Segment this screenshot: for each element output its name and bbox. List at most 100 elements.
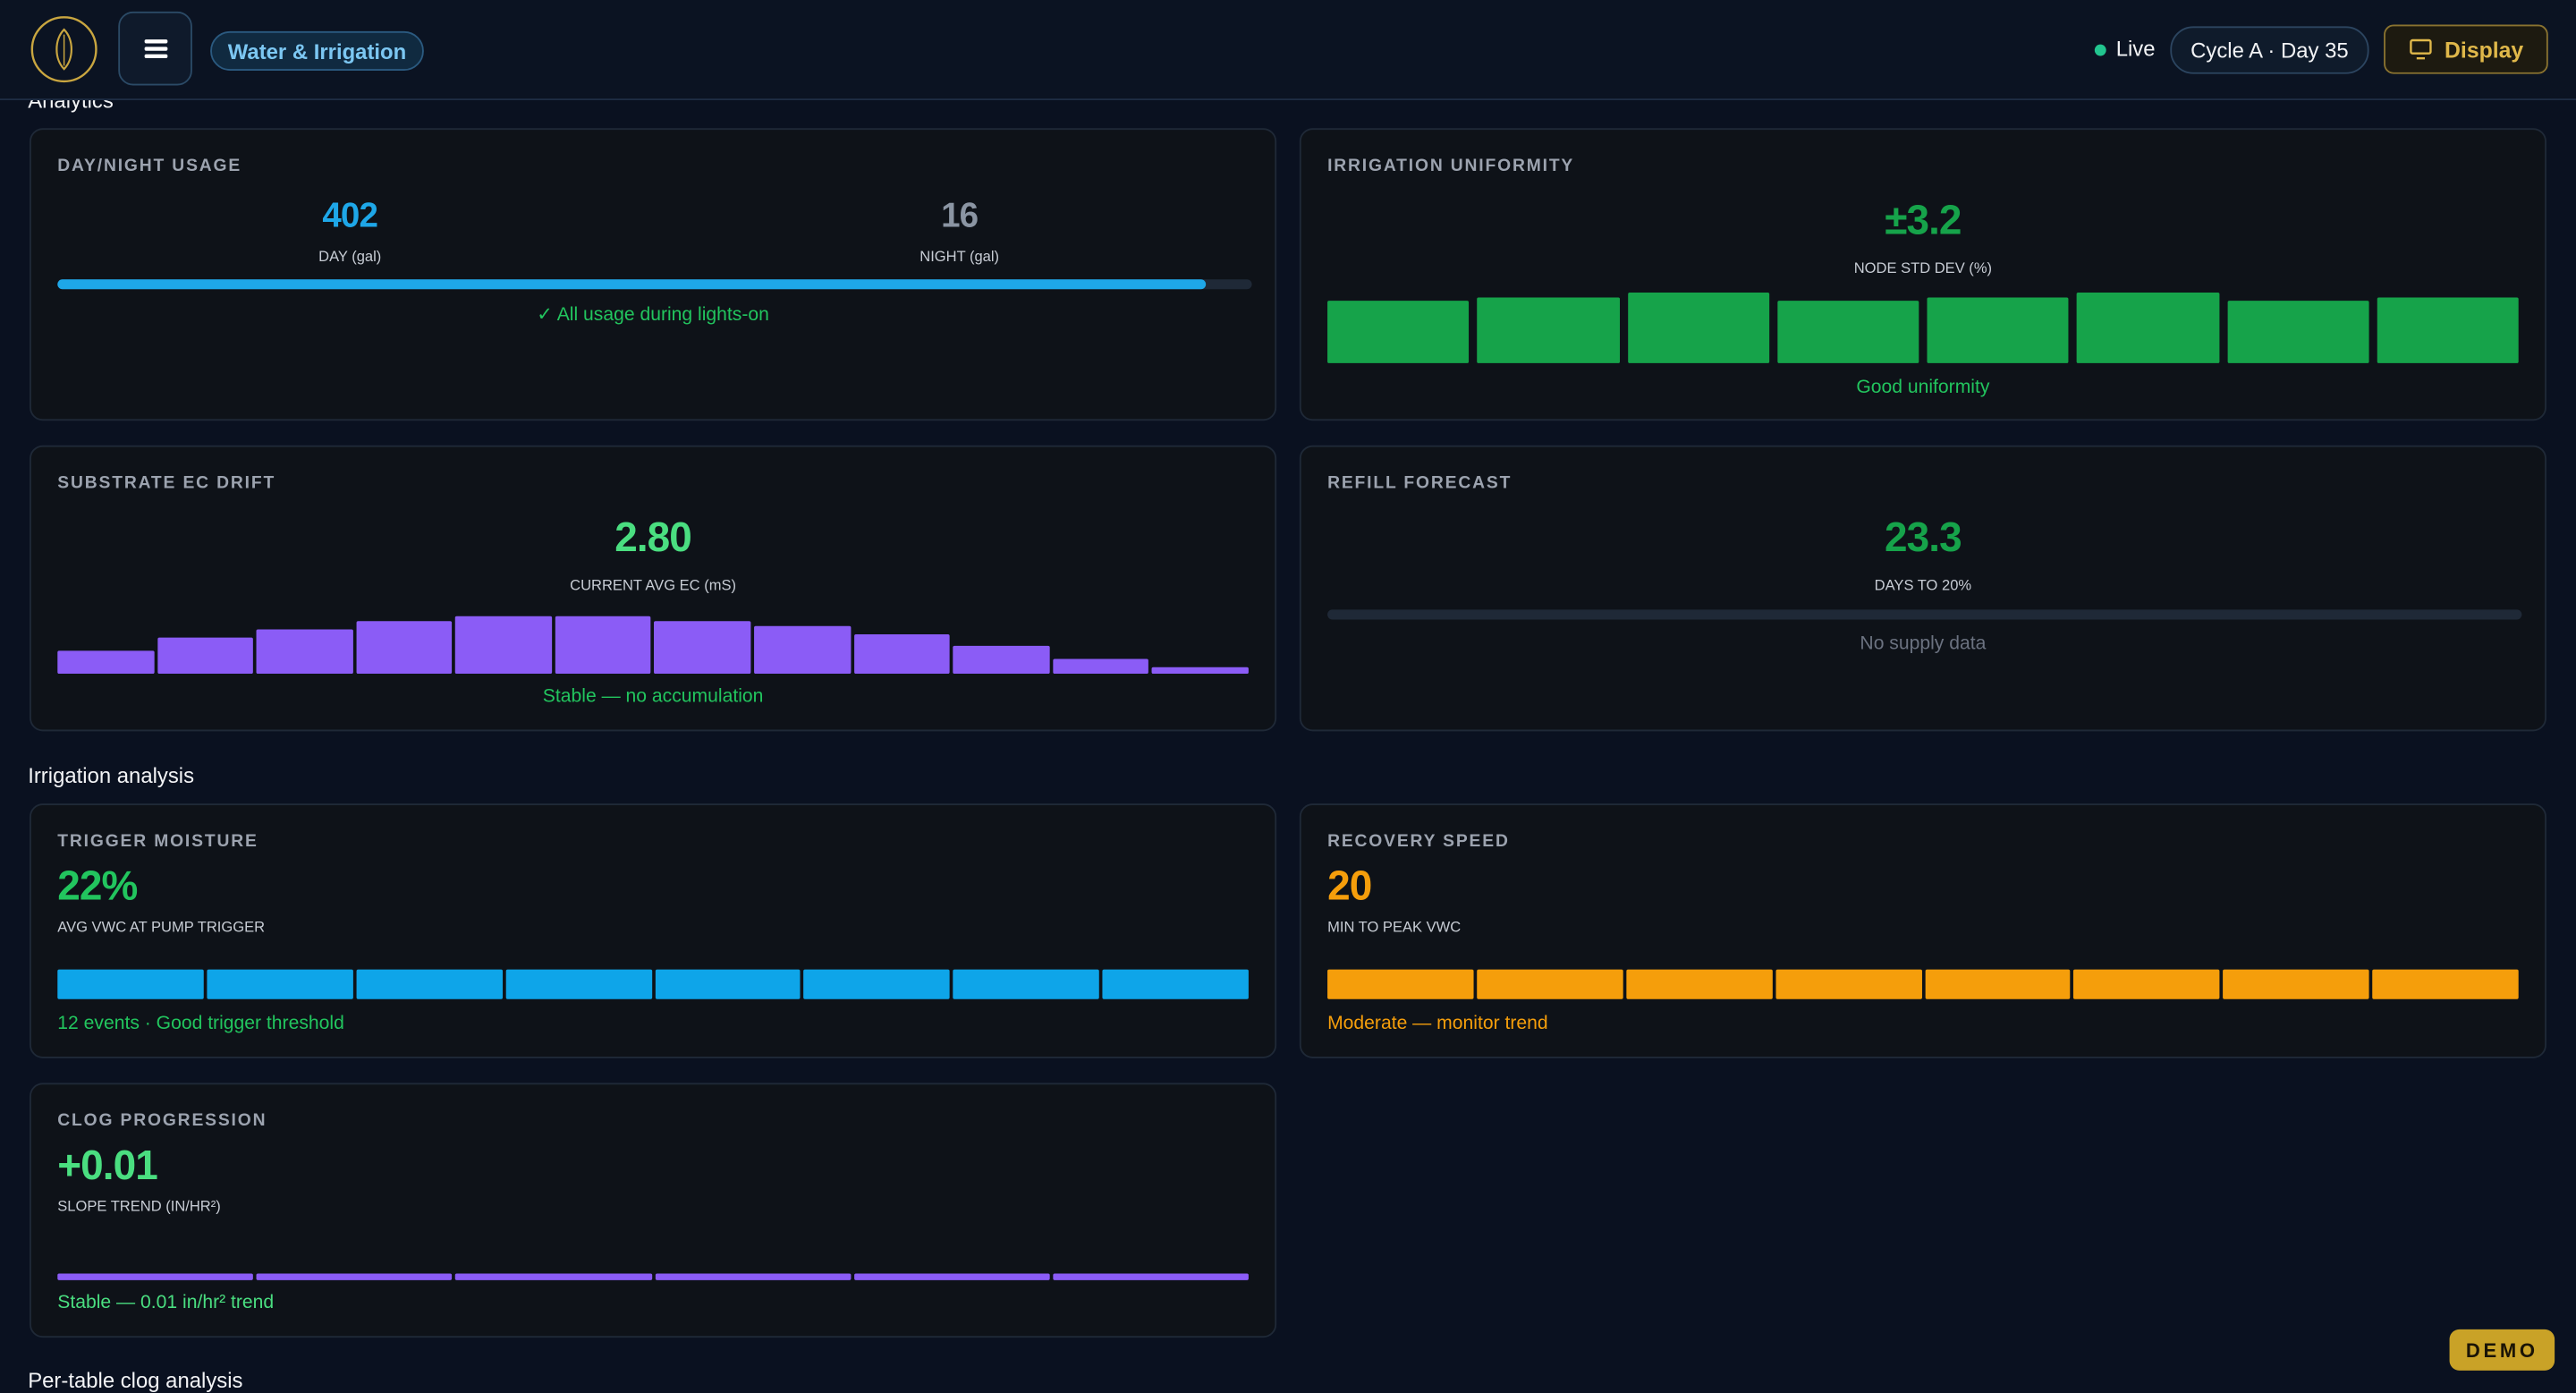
card-note: Stable — no accumulation: [542, 686, 764, 707]
cycle-selector[interactable]: Cycle A · Day 35: [2170, 26, 2369, 74]
bar: [2073, 969, 2220, 999]
bar: [654, 1273, 851, 1280]
card-note: Moderate — monitor trend: [1327, 1014, 1548, 1034]
logo[interactable]: [30, 15, 98, 84]
bar: [2377, 297, 2519, 363]
bar: [1053, 1273, 1249, 1280]
card: CLOG PROGRESSION +0.01 SLOPE TREND (IN/H…: [30, 1083, 1277, 1338]
bar: [1927, 297, 2069, 363]
bar: [2226, 301, 2369, 363]
supply-track: [1327, 609, 2522, 620]
card-title: DAY/NIGHT USAGE: [57, 156, 242, 176]
bar: [256, 1273, 453, 1280]
bar-group: [1327, 950, 2519, 999]
night-label: NIGHT (gal): [919, 248, 1000, 265]
card-label: CURRENT AVG EC (mS): [570, 576, 737, 594]
bar: [654, 969, 801, 999]
bar: [455, 616, 552, 675]
card: REFILL FORECAST 23.3 DAYS TO 20% No supp…: [1299, 445, 2546, 732]
card-title: REFILL FORECAST: [1327, 472, 1513, 494]
card-title: TRIGGER MOISTURE: [57, 831, 258, 852]
bar: [953, 969, 1100, 999]
card-title: CLOG PROGRESSION: [57, 1110, 267, 1131]
bar: [1625, 969, 1773, 999]
card: RECOVERY SPEED 20 MIN TO PEAK VWC Modera…: [1299, 803, 2546, 1058]
bar: [2077, 292, 2219, 363]
bar: [1052, 658, 1149, 675]
bar: [853, 1273, 1050, 1280]
bar: [57, 1273, 254, 1280]
monitor-icon: [2410, 38, 2432, 60]
bar: [207, 969, 353, 999]
bar: [455, 1273, 652, 1280]
bar-group: [57, 1233, 1249, 1280]
usage-track: [57, 279, 1252, 290]
card: TRIGGER MOISTURE 22% AVG VWC AT PUMP TRI…: [30, 803, 1277, 1058]
menu-icon: [144, 39, 168, 59]
card: IRRIGATION UNIFORMITY ±3.2 NODE STD DEV …: [1299, 128, 2546, 421]
section-title: Irrigation analysis: [28, 763, 195, 788]
bar: [953, 645, 1050, 675]
live-dot: [2094, 44, 2106, 56]
top-bar: Water & Irrigation Live Cycle A · Day 35…: [0, 0, 2576, 101]
card-value: 20: [1327, 863, 1372, 910]
card-note: ✓ All usage during lights-on: [537, 305, 769, 326]
bar: [1924, 969, 2071, 999]
day-value: 402: [322, 197, 378, 235]
card-title: RECOVERY SPEED: [1327, 831, 1510, 852]
card-label: SLOPE TREND (IN/HR²): [57, 1197, 221, 1215]
card-label: DAYS TO 20%: [1874, 576, 1972, 594]
bar: [505, 969, 652, 999]
card-title: SUBSTRATE EC DRIFT: [57, 472, 276, 494]
bar: [1102, 969, 1249, 999]
bar: [1477, 297, 1620, 363]
card-value: ±3.2: [1885, 198, 1962, 244]
card-note: 12 events · Good trigger threshold: [57, 1014, 344, 1034]
display-button[interactable]: Display: [2384, 24, 2548, 74]
live-status: Live: [2115, 36, 2156, 61]
section-title: Per-table clog analysis: [28, 1368, 243, 1393]
page-badge: Water & Irrigation: [210, 30, 424, 71]
bar: [853, 633, 951, 675]
bar: [555, 616, 652, 675]
bar: [654, 621, 751, 675]
bar: [2372, 969, 2519, 999]
bar: [256, 629, 353, 675]
bar-group: [57, 950, 1249, 999]
bar: [1152, 667, 1249, 675]
bar: [803, 969, 951, 999]
display-label: Display: [2445, 37, 2524, 62]
menu-button[interactable]: [118, 11, 192, 86]
bar: [1776, 301, 1919, 363]
card-note: No supply data: [1860, 633, 1987, 655]
card-value: 2.80: [614, 514, 692, 562]
card-label: NODE STD DEV (%): [1853, 259, 1993, 276]
night-value: 16: [941, 197, 979, 235]
bar: [57, 650, 154, 675]
bar: [1476, 969, 1623, 999]
card: DAY/NIGHT USAGE 402 DAY (gal) 16 NIGHT (…: [30, 128, 1277, 421]
bar: [1627, 292, 1769, 363]
card-note: Good uniformity: [1856, 378, 1990, 398]
bar: [356, 969, 503, 999]
bar: [157, 637, 254, 675]
bar: [57, 969, 204, 999]
demo-badge: DEMO: [2449, 1329, 2555, 1371]
bar: [1775, 969, 1922, 999]
card: SUBSTRATE EC DRIFT 2.80 CURRENT AVG EC (…: [30, 445, 1277, 732]
bar: [2223, 969, 2369, 999]
card-value: 23.3: [1885, 514, 1962, 562]
day-share-bar: [57, 279, 1207, 290]
card-label: MIN TO PEAK VWC: [1327, 918, 1462, 936]
card-label: AVG VWC AT PUMP TRIGGER: [57, 918, 266, 936]
bar: [356, 621, 453, 675]
card-title: IRRIGATION UNIFORMITY: [1327, 156, 1575, 176]
day-label: DAY (gal): [318, 248, 382, 265]
card-note: Stable — 0.01 in/hr² trend: [57, 1293, 275, 1313]
bar-group: [1327, 277, 2519, 363]
bar: [754, 625, 851, 675]
card-value: +0.01: [57, 1142, 158, 1189]
